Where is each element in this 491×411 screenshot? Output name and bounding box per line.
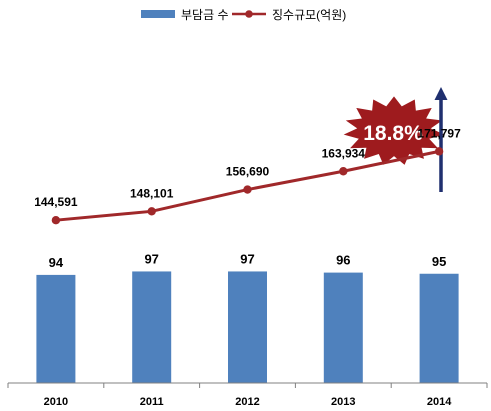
collection-scale-markers bbox=[51, 147, 444, 225]
bars bbox=[36, 271, 459, 383]
line-marker-2011 bbox=[147, 207, 156, 216]
bar-value-label-2011: 97 bbox=[144, 251, 158, 266]
line-value-label-2013: 163,934 bbox=[322, 146, 366, 160]
bar-2013 bbox=[323, 272, 363, 383]
growth-annotation: 18.8% bbox=[340, 94, 448, 167]
line-marker-2013 bbox=[339, 167, 348, 176]
x-tick-label-2012: 2012 bbox=[235, 396, 259, 408]
line-marker-2012 bbox=[243, 185, 252, 194]
legend-bar-label: 부담금 수 bbox=[181, 8, 229, 22]
legend: 부담금 수 징수규모(억원) bbox=[141, 8, 346, 22]
x-tick-label-2010: 2010 bbox=[44, 396, 68, 408]
bar-value-labels: 94 97 97 96 95 bbox=[49, 251, 447, 269]
bar-2011 bbox=[132, 271, 172, 383]
line-marker-2014 bbox=[434, 147, 444, 156]
bar-value-label-2014: 95 bbox=[432, 254, 446, 269]
x-tick-label-2013: 2013 bbox=[331, 396, 355, 408]
line-marker-2010 bbox=[51, 215, 61, 225]
collection-scale-value-labels: 144,591 148,101 156,690 163,934 171,797 bbox=[34, 126, 461, 209]
x-tick-label-2011: 2011 bbox=[140, 396, 164, 408]
growth-burst-shape bbox=[340, 94, 448, 167]
bar-2012 bbox=[228, 271, 267, 383]
legend-bar-swatch bbox=[141, 10, 175, 18]
growth-annotation-text: 18.8% bbox=[363, 122, 423, 145]
x-tick-label-2014: 2014 bbox=[427, 396, 452, 408]
x-axis-tick-labels: 2010 2011 2012 2013 2014 bbox=[44, 396, 453, 408]
legend-line-marker bbox=[245, 10, 253, 18]
line-value-label-2011: 148,101 bbox=[130, 186, 174, 200]
line-value-label-2010: 144,591 bbox=[34, 195, 78, 209]
bar-2014 bbox=[419, 273, 459, 383]
x-axis-ticks bbox=[7, 383, 488, 388]
bar-2010 bbox=[36, 274, 76, 383]
bar-value-label-2013: 96 bbox=[336, 253, 350, 268]
growth-arrow bbox=[434, 87, 448, 192]
bar-value-label-2010: 94 bbox=[49, 255, 64, 270]
growth-arrow-head bbox=[434, 87, 448, 100]
line-value-label-2012: 156,690 bbox=[226, 165, 270, 179]
bar-value-label-2012: 97 bbox=[240, 251, 254, 266]
legend-line-label: 징수규모(억원) bbox=[272, 8, 346, 22]
line-value-label-2014: 171,797 bbox=[417, 126, 461, 140]
